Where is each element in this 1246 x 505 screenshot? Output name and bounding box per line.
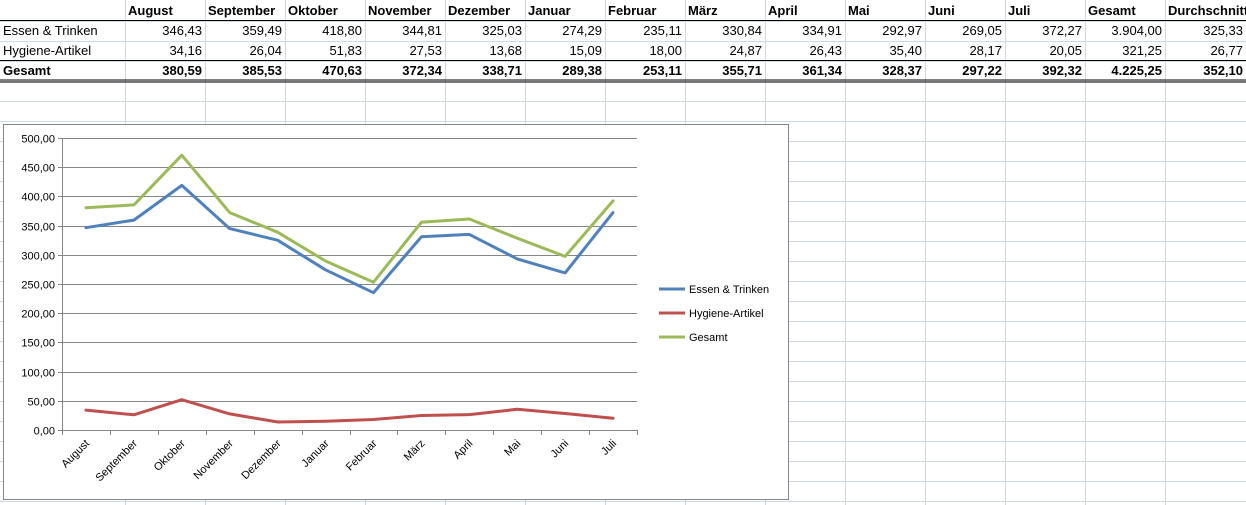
value-cell[interactable]: 28,17 bbox=[969, 43, 1002, 58]
row-label[interactable]: Hygiene-Artikel bbox=[3, 43, 92, 58]
row-label[interactable]: Essen & Trinken bbox=[3, 23, 98, 38]
value-cell[interactable]: 372,27 bbox=[1042, 23, 1082, 38]
header-cell[interactable]: März bbox=[688, 3, 718, 18]
x-tick-label: Mai bbox=[502, 438, 523, 459]
header-cell[interactable]: Durchschnitt bbox=[1168, 3, 1246, 18]
legend-label: Hygiene-Artikel bbox=[689, 308, 764, 320]
value-cell[interactable]: 372,34 bbox=[402, 63, 442, 78]
value-cell[interactable]: 269,05 bbox=[962, 23, 1002, 38]
value-cell[interactable]: 24,87 bbox=[729, 43, 762, 58]
value-cell[interactable]: 235,11 bbox=[643, 23, 682, 38]
x-tick-label: November bbox=[191, 437, 236, 482]
header-cell[interactable]: Dezember bbox=[448, 3, 511, 18]
value-cell[interactable]: 26,43 bbox=[809, 43, 842, 58]
value-cell[interactable]: 18,00 bbox=[649, 43, 682, 58]
x-tick-label: Juni bbox=[548, 438, 571, 461]
y-tick-label: 100,00 bbox=[21, 368, 55, 380]
y-tick-label: 350,00 bbox=[21, 222, 55, 234]
y-tick-label: 0,00 bbox=[34, 426, 55, 438]
value-cell[interactable]: 253,11 bbox=[642, 63, 682, 78]
value-cell[interactable]: 26,77 bbox=[1210, 43, 1243, 58]
value-cell[interactable]: 289,38 bbox=[562, 63, 602, 78]
y-tick-label: 150,00 bbox=[21, 338, 55, 350]
value-cell[interactable]: 328,37 bbox=[882, 63, 922, 78]
legend-label: Gesamt bbox=[689, 332, 728, 344]
header-cell[interactable]: September bbox=[208, 3, 276, 18]
series-line-0 bbox=[84, 183, 615, 295]
x-tick-label: Juli bbox=[599, 438, 619, 458]
value-cell[interactable]: 51,83 bbox=[329, 43, 362, 58]
value-cell[interactable]: 325,03 bbox=[482, 23, 522, 38]
header-cell[interactable]: Juni bbox=[928, 3, 955, 18]
value-cell[interactable]: 4.225,25 bbox=[1111, 63, 1162, 78]
value-cell[interactable]: 361,34 bbox=[802, 63, 842, 78]
x-tick-label: April bbox=[451, 438, 475, 462]
x-tick-label: Dezember bbox=[239, 437, 284, 482]
value-cell[interactable]: 355,71 bbox=[722, 63, 762, 78]
value-cell[interactable]: 13,68 bbox=[489, 43, 522, 58]
y-tick-label: 300,00 bbox=[21, 251, 55, 263]
chart-canvas: 0,00 50,00 100,00 150,00 200,00 250,00 300,00 3… bbox=[21, 134, 769, 485]
header-cell[interactable]: Januar bbox=[528, 3, 571, 18]
line-chart[interactable]: 0,00 50,00 100,00 150,00 200,00 250,00 300,00 3… bbox=[3, 124, 789, 500]
header-cell[interactable]: Oktober bbox=[288, 3, 338, 18]
value-cell[interactable]: 292,97 bbox=[882, 23, 922, 38]
legend-label: Essen & Trinken bbox=[689, 284, 769, 296]
value-cell[interactable]: 392,32 bbox=[1042, 63, 1082, 78]
value-cell[interactable]: 15,09 bbox=[569, 43, 602, 58]
value-cell[interactable]: 470,63 bbox=[322, 63, 362, 78]
y-tick-label: 500,00 bbox=[21, 134, 55, 146]
value-cell[interactable]: 338,71 bbox=[482, 63, 522, 78]
x-tick-label: März bbox=[402, 438, 428, 464]
value-cell[interactable]: 334,91 bbox=[802, 23, 842, 38]
value-cell[interactable]: 359,49 bbox=[242, 23, 282, 38]
header-cell[interactable]: April bbox=[768, 3, 798, 18]
value-cell[interactable]: 325,33 bbox=[1203, 23, 1243, 38]
value-cell[interactable]: 418,80 bbox=[322, 23, 362, 38]
header-cell[interactable]: Gesamt bbox=[1088, 3, 1136, 18]
value-cell[interactable]: 26,04 bbox=[249, 43, 282, 58]
y-tick-label: 450,00 bbox=[21, 163, 55, 175]
header-cell[interactable]: Juli bbox=[1008, 3, 1031, 18]
header-cell-empty[interactable] bbox=[0, 1, 125, 21]
y-tick-label: 200,00 bbox=[21, 309, 55, 321]
value-cell[interactable]: 34,16 bbox=[169, 43, 202, 58]
value-cell[interactable]: 385,53 bbox=[242, 63, 282, 78]
value-cell[interactable]: 297,22 bbox=[962, 63, 1002, 78]
x-tick-label: August bbox=[59, 438, 92, 471]
series-line-2 bbox=[84, 153, 615, 284]
header-cell[interactable]: November bbox=[368, 3, 432, 18]
value-cell[interactable]: 344,81 bbox=[402, 23, 442, 38]
value-cell[interactable]: 321,25 bbox=[1122, 43, 1162, 58]
y-tick-label: 250,00 bbox=[21, 280, 55, 292]
value-cell[interactable]: 352,10 bbox=[1203, 63, 1243, 78]
value-cell[interactable]: 346,43 bbox=[162, 23, 202, 38]
x-tick-label: September bbox=[93, 437, 140, 484]
x-tick-label: Januar bbox=[299, 437, 332, 470]
value-cell[interactable]: 20,05 bbox=[1049, 43, 1082, 58]
value-cell[interactable]: 274,29 bbox=[562, 23, 602, 38]
series-line-1 bbox=[84, 398, 615, 424]
header-cell[interactable]: Februar bbox=[608, 3, 657, 18]
value-cell[interactable]: 3.904,00 bbox=[1111, 23, 1162, 38]
value-cell[interactable]: 330,84 bbox=[722, 23, 762, 38]
row-label[interactable]: Gesamt bbox=[3, 63, 51, 78]
header-cell[interactable]: Mai bbox=[848, 3, 870, 18]
y-tick-label: 50,00 bbox=[27, 397, 55, 409]
value-cell[interactable]: 27,53 bbox=[409, 43, 442, 58]
x-tick-label: Februar bbox=[344, 437, 380, 473]
x-tick-label: Oktober bbox=[152, 437, 188, 473]
header-cell[interactable]: August bbox=[128, 3, 173, 18]
y-tick-label: 400,00 bbox=[21, 192, 55, 204]
value-cell[interactable]: 380,59 bbox=[162, 63, 202, 78]
value-cell[interactable]: 35,40 bbox=[889, 43, 922, 58]
